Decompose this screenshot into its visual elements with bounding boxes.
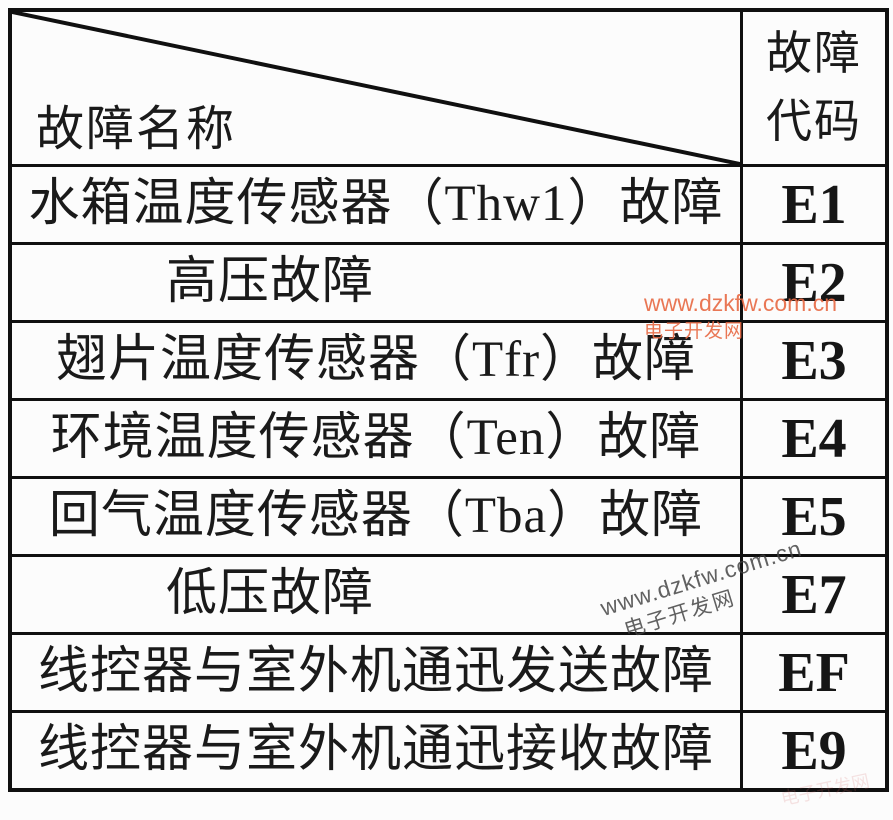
fault-name-cell: 回气温度传感器（Tba）故障: [12, 479, 743, 554]
fault-code-table: 故障名称 故障 代码 水箱温度传感器（Thw1）故障 E1 高压故障 E2 翅片温度传感…: [8, 8, 889, 792]
fault-code-cell: E7: [743, 557, 885, 632]
fault-name-cell: 水箱温度传感器（Thw1）故障: [12, 167, 743, 242]
header-code-cell: 故障 代码: [743, 12, 885, 164]
fault-code-text: E1: [781, 173, 847, 236]
fault-code-text: E5: [781, 485, 847, 548]
fault-code-cell: E2: [743, 245, 885, 320]
fault-code-text: E9: [781, 719, 847, 782]
table-row: 回气温度传感器（Tba）故障 E5: [12, 476, 885, 554]
watermark-orange-sitename: 电子开发网: [644, 321, 745, 342]
fault-name-text: 线控器与室外机通迅发送故障: [37, 644, 714, 700]
table-row: 线控器与室外机通迅接收故障 E9: [12, 710, 885, 788]
header-fault-code-label-line2: 代码: [766, 96, 862, 147]
fault-code-cell: E4: [743, 401, 885, 476]
fault-code-text: E7: [781, 563, 847, 626]
diagonal-divider-line: [12, 12, 740, 164]
fault-code-text: E4: [781, 407, 847, 470]
table-row: 水箱温度传感器（Thw1）故障 E1: [12, 164, 885, 242]
fault-name-cell: 翅片温度传感器（Tfr）故障: [12, 323, 743, 398]
table-row: 低压故障 E7: [12, 554, 885, 632]
fault-code-text: EF: [778, 641, 850, 704]
fault-name-cell: 线控器与室外机通迅发送故障: [12, 635, 743, 710]
header-name-cell: 故障名称: [12, 12, 743, 164]
fault-code-text: E3: [781, 329, 847, 392]
fault-code-cell: E9: [743, 713, 885, 788]
table-row: 线控器与室外机通迅发送故障 EF: [12, 632, 885, 710]
fault-name-cell: 低压故障: [12, 557, 743, 632]
fault-name-text: 回气温度传感器（Tba）故障: [48, 488, 704, 544]
fault-name-text: 翅片温度传感器（Tfr）故障: [55, 332, 697, 388]
fault-name-text: 水箱温度传感器（Thw1）故障: [28, 176, 724, 232]
watermark-orange: www.dzkfw.com.cn 电子开发网: [644, 290, 837, 342]
fault-name-cell: 环境温度传感器（Ten）故障: [12, 401, 743, 476]
fault-name-cell: 高压故障: [12, 245, 743, 320]
header-fault-name-label: 故障名称: [36, 103, 237, 156]
fault-name-text: 环境温度传感器（Ten）故障: [50, 410, 702, 466]
fault-name-text: 低压故障: [165, 566, 374, 622]
fault-name-text: 高压故障: [165, 254, 374, 310]
fault-name-cell: 线控器与室外机通迅接收故障: [12, 713, 743, 788]
fault-code-cell: E3: [743, 323, 885, 398]
watermark-orange-url: www.dzkfw.com.cn: [644, 290, 837, 316]
fault-name-text: 线控器与室外机通迅接收故障: [37, 722, 714, 778]
table-row: 环境温度传感器（Ten）故障 E4: [12, 398, 885, 476]
fault-code-cell: E5: [743, 479, 885, 554]
fault-code-text: E2: [781, 251, 847, 314]
table-body: 水箱温度传感器（Thw1）故障 E1 高压故障 E2 翅片温度传感器（Tfr）故障 E3 环…: [12, 164, 885, 788]
fault-code-cell: E1: [743, 167, 885, 242]
table-row: 翅片温度传感器（Tfr）故障 E3: [12, 320, 885, 398]
header-fault-code-label-line1: 故障: [766, 28, 862, 79]
fault-code-cell: EF: [743, 635, 885, 710]
table-row: 高压故障 E2: [12, 242, 885, 320]
table-header-row: 故障名称 故障 代码: [12, 12, 885, 164]
